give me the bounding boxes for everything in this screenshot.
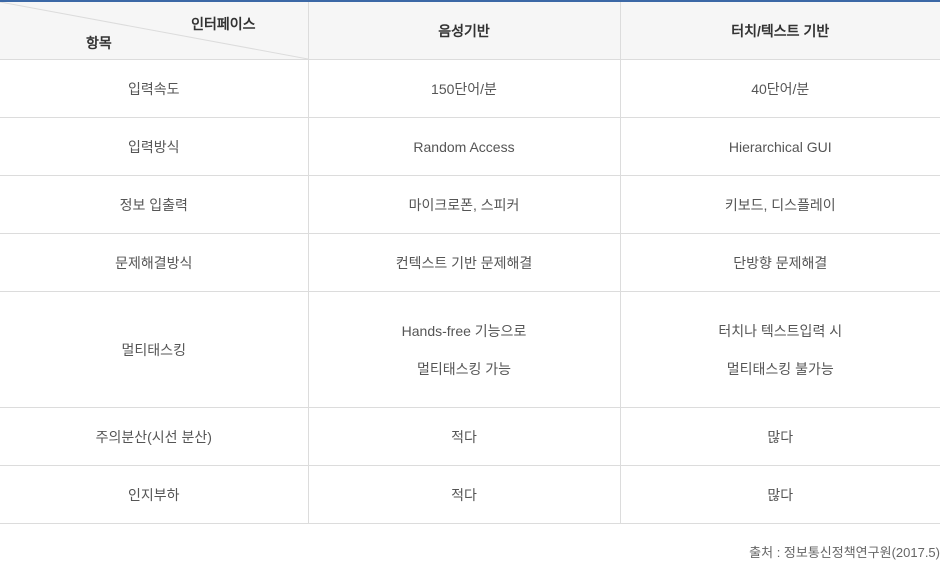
- table-row: 주의분산(시선 분산) 적다 많다: [0, 407, 940, 466]
- cell-line: 많다: [767, 486, 794, 503]
- comparison-table: 인터페이스 항목 음성기반 터치/텍스트 기반 입력속도 150단어/분 40단어/…: [0, 0, 940, 524]
- cell-line: 주의분산(시선 분산): [95, 428, 212, 445]
- diagonal-line: [0, 2, 308, 59]
- cell-line: 멀티태스킹: [121, 341, 186, 358]
- touch-cell: 키보드, 디스플레이: [619, 175, 940, 234]
- touch-cell: 많다: [619, 465, 940, 524]
- cell-line: 컨텍스트 기반 문제해결: [395, 254, 533, 271]
- column-header-voice: 음성기반: [307, 1, 620, 60]
- table-row: 문제해결방식 컨텍스트 기반 문제해결 단방향 문제해결: [0, 233, 940, 292]
- voice-cell: 컨텍스트 기반 문제해결: [307, 233, 620, 292]
- item-cell: 인지부하: [0, 465, 308, 524]
- item-cell: 문제해결방식: [0, 233, 308, 292]
- touch-cell: Hierarchical GUI: [619, 117, 940, 176]
- touch-cell: 많다: [619, 407, 940, 466]
- table-row: 인지부하 적다 많다: [0, 465, 940, 524]
- item-cell: 멀티태스킹: [0, 291, 308, 408]
- cell-line: 입력속도: [127, 80, 180, 97]
- cell-line: 적다: [451, 486, 477, 503]
- item-cell: 입력속도: [0, 59, 308, 118]
- cell-line: 키보드, 디스플레이: [724, 196, 836, 213]
- cell-line: 단방향 문제해결: [733, 254, 828, 271]
- cell-line: Random Access: [413, 138, 515, 155]
- touch-cell: 단방향 문제해결: [619, 233, 940, 292]
- cell-line: 많다: [767, 428, 794, 445]
- voice-cell: Random Access: [307, 117, 620, 176]
- corner-header: 인터페이스 항목: [0, 1, 308, 60]
- cell-line: 마이크로폰, 스피커: [408, 196, 520, 213]
- cell-line: 정보 입출력: [119, 196, 188, 213]
- touch-cell: 40단어/분: [619, 59, 940, 118]
- corner-bottom-label: 항목: [86, 35, 112, 51]
- cell-line: 인지부하: [127, 486, 180, 503]
- cell-line: Hierarchical GUI: [728, 138, 832, 155]
- table-row: 입력속도 150단어/분 40단어/분: [0, 59, 940, 118]
- table-row: 정보 입출력 마이크로폰, 스피커 키보드, 디스플레이: [0, 175, 940, 234]
- header-row: 인터페이스 항목 음성기반 터치/텍스트 기반: [0, 1, 940, 60]
- cell-line: 40단어/분: [751, 80, 810, 97]
- corner-top-label: 인터페이스: [191, 16, 256, 32]
- cell-line: 터치나 텍스트입력 시: [718, 322, 843, 339]
- cell-line: 문제해결방식: [115, 254, 193, 271]
- cell-line: 멀티태스킹 가능: [416, 360, 512, 377]
- table-row: 입력방식 Random Access Hierarchical GUI: [0, 117, 940, 176]
- cell-line: 입력방식: [127, 138, 180, 155]
- item-cell: 주의분산(시선 분산): [0, 407, 308, 466]
- cell-line: 적다: [451, 428, 477, 445]
- column-header-touch: 터치/텍스트 기반: [619, 1, 940, 60]
- voice-cell: 적다: [307, 465, 620, 524]
- cell-line: 멀티태스킹 불가능: [726, 360, 834, 377]
- cell-line: Hands-free 기능으로: [401, 322, 527, 339]
- item-cell: 정보 입출력: [0, 175, 308, 234]
- cell-line: 150단어/분: [431, 80, 497, 97]
- source-note: 출처 : 정보통신정책연구원(2017.5): [749, 545, 940, 560]
- voice-cell: 마이크로폰, 스피커: [307, 175, 620, 234]
- voice-cell: 적다: [307, 407, 620, 466]
- voice-cell: 150단어/분: [307, 59, 620, 118]
- item-cell: 입력방식: [0, 117, 308, 176]
